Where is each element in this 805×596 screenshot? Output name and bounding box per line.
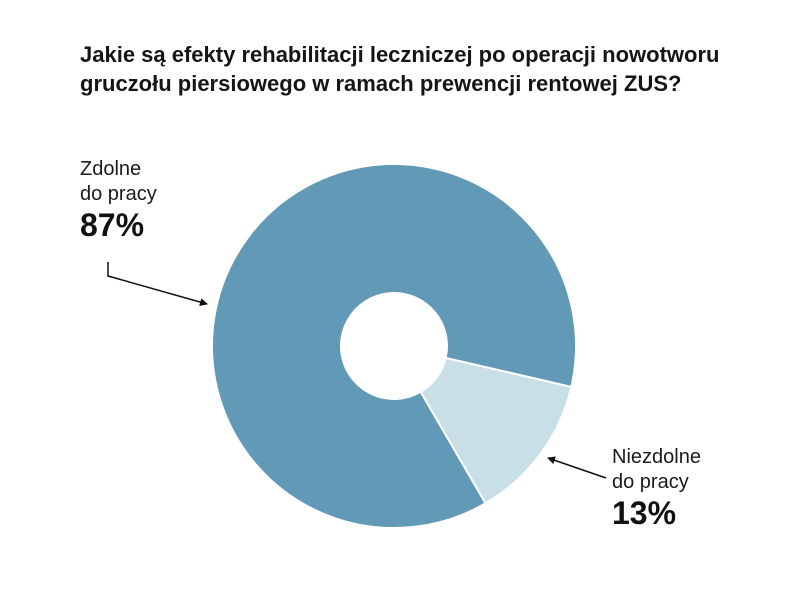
label-zdolne: Zdolne do pracy 87% xyxy=(80,157,220,243)
label-niezdolne-value: 13% xyxy=(612,495,677,531)
label-zdolne-value: 87% xyxy=(80,207,145,243)
label-zdolne-line1: Zdolne xyxy=(80,158,142,180)
chart-title: Jakie są efekty rehabilitacji leczniczej… xyxy=(80,42,720,96)
slice-niezdolne xyxy=(419,356,573,505)
label-niezdolne-line1: Niezdolne xyxy=(612,446,701,468)
pointer-line-niezdolne xyxy=(547,456,607,479)
label-niezdolne-line2: do pracy xyxy=(612,471,689,493)
label-zdolne-line2: do pracy xyxy=(80,183,157,205)
label-niezdolne: Niezdolne do pracy 13% xyxy=(612,445,752,531)
slice-zdolne xyxy=(211,163,577,529)
pointer-line-zdolne xyxy=(107,262,208,306)
